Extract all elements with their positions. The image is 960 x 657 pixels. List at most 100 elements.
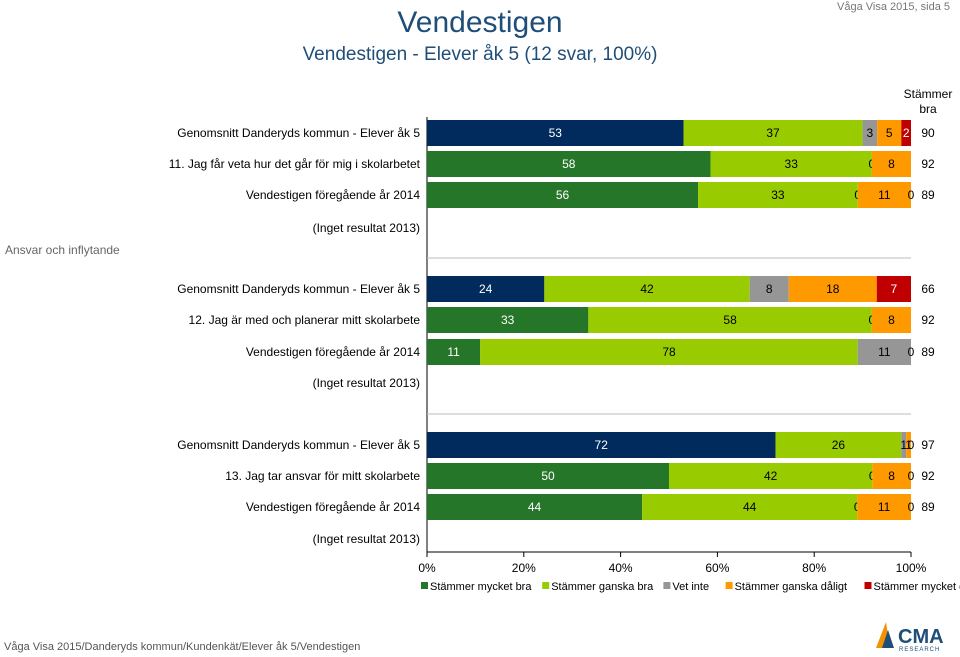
logo-text: CMA [898, 626, 944, 648]
legend-label: Stämmer ganska bra [551, 581, 654, 593]
bar-value-label: 50 [541, 469, 555, 483]
bar-value-label: 3 [867, 126, 874, 140]
bar-value-label: 18 [826, 282, 840, 296]
bar-segment [906, 432, 911, 458]
stammer-bra-value: 90 [921, 126, 935, 140]
bar-segment [871, 151, 911, 177]
bar-value-label: 0 [908, 469, 915, 483]
stammer-bra-value: 89 [921, 188, 935, 202]
bar-value-label: 58 [723, 313, 737, 327]
bar-value-label: 44 [528, 500, 542, 514]
page-title: Vendestigen [397, 6, 563, 39]
page-subtitle: Vendestigen - Elever åk 5 (12 svar, 100%… [302, 44, 658, 65]
row-label: Genomsnitt Danderyds kommun - Elever åk … [177, 282, 420, 296]
row-label: (Inget resultat 2013) [313, 221, 420, 235]
bar-segment [544, 276, 750, 302]
bar-segment [857, 494, 911, 520]
bar-segment [710, 151, 872, 177]
bar-value-label: 78 [662, 345, 676, 359]
legend-swatch [864, 582, 872, 589]
bar-segment [788, 276, 877, 302]
stammer-bra-value: 97 [921, 438, 935, 452]
row-label: 11. Jag får veta hur det går för mig i s… [169, 157, 421, 171]
bar-value-label: 0 [908, 500, 915, 514]
legend-swatch [542, 582, 550, 589]
bar-segment [857, 339, 911, 365]
cma-logo: CMA RESEARCH [876, 622, 944, 653]
legend-label: Stämmer ganska dåligt [735, 581, 848, 593]
legend-swatch [725, 582, 733, 589]
row-label: 12. Jag är med och planerar mitt skolarb… [189, 313, 421, 327]
bar-value-label: 8 [888, 313, 895, 327]
row-label: Vendestigen föregående år 2014 [246, 345, 420, 359]
bar-segment [427, 339, 481, 365]
bar-value-label: 1 [905, 438, 912, 452]
x-tick-label: 60% [705, 561, 729, 575]
bar-segment [749, 276, 789, 302]
bar-segment [427, 151, 711, 177]
bar-segment [427, 276, 545, 302]
page-label: Våga Visa 2015, sida 5 [837, 1, 950, 13]
bar-value-label: 1 [900, 438, 907, 452]
stammer-bra-value: 66 [921, 282, 935, 296]
row-label: Vendestigen föregående år 2014 [246, 188, 420, 202]
bar-value-label: 8 [888, 157, 895, 171]
bar-segment [427, 463, 669, 489]
stammer-bra-value: 92 [921, 157, 935, 171]
stammer-bra-value: 89 [921, 345, 935, 359]
bar-value-label: 33 [785, 157, 799, 171]
row-label: Vendestigen föregående år 2014 [246, 500, 420, 514]
bar-segment [901, 120, 911, 146]
bar-value-label: 56 [556, 188, 570, 202]
bar-segment [876, 276, 911, 302]
section-label: Ansvar och inflytande [5, 243, 120, 257]
logo-subtext: RESEARCH [899, 647, 940, 653]
bar-segment [642, 494, 858, 520]
row-label: Genomsnitt Danderyds kommun - Elever åk … [177, 126, 420, 140]
x-tick-label: 20% [512, 561, 536, 575]
column-header-stammer-bra: Stämmer bra [903, 87, 953, 116]
bar-value-label: 11 [878, 500, 891, 514]
legend-label: Vet inte [672, 581, 709, 593]
bar-segment [901, 432, 907, 458]
legend-swatch [421, 582, 428, 589]
bar-value-label: 37 [766, 126, 780, 140]
bar-segment [480, 339, 858, 365]
bar-segment [427, 307, 589, 333]
bar-value-label: 11 [447, 345, 460, 359]
row-label: Genomsnitt Danderyds kommun - Elever åk … [177, 438, 420, 452]
bar-value-label: 0 [908, 345, 915, 359]
bar-value-label: 44 [743, 500, 757, 514]
bar-value-label: 0 [908, 188, 915, 202]
bar-value-label: 7 [891, 282, 898, 296]
bar-segment [427, 494, 643, 520]
bar-value-label: 5 [886, 126, 893, 140]
bar-segment [857, 182, 911, 208]
bar-segment [871, 307, 911, 333]
legend-swatch [663, 582, 671, 589]
bar-value-label: 33 [771, 188, 785, 202]
bar-value-label: 2 [903, 126, 910, 140]
bar-value-label: 53 [549, 126, 563, 140]
bar-segment [775, 432, 902, 458]
stammer-bra-value: 92 [921, 313, 935, 327]
bar-value-label: 0 [908, 438, 915, 452]
bar-value-label: 11 [878, 345, 891, 359]
bar-segment [427, 432, 776, 458]
stacked-bar-chart: 0% 20% 40% 60% 80% 100% Genomsnitt Danderyds k… [169, 117, 960, 593]
bar-value-label: 58 [562, 157, 576, 171]
bar-segment [427, 182, 699, 208]
x-tick-label: 100% [896, 561, 927, 575]
x-tick-label: 0% [418, 561, 436, 575]
bar-segment [669, 463, 873, 489]
row-label: 13. Jag tar ansvar för mitt skolarbete [225, 469, 420, 483]
bar-segment [683, 120, 863, 146]
bar-value-label: 26 [832, 438, 846, 452]
bar-value-label: 8 [888, 469, 895, 483]
bar-value-label: 8 [766, 282, 773, 296]
legend-label: Stämmer mycket dåligt [874, 581, 960, 593]
bar-segment [872, 463, 911, 489]
footer-path: Våga Visa 2015/Danderyds kommun/Kundenkä… [4, 641, 361, 653]
bar-segment [698, 182, 858, 208]
bar-value-label: 72 [595, 438, 609, 452]
